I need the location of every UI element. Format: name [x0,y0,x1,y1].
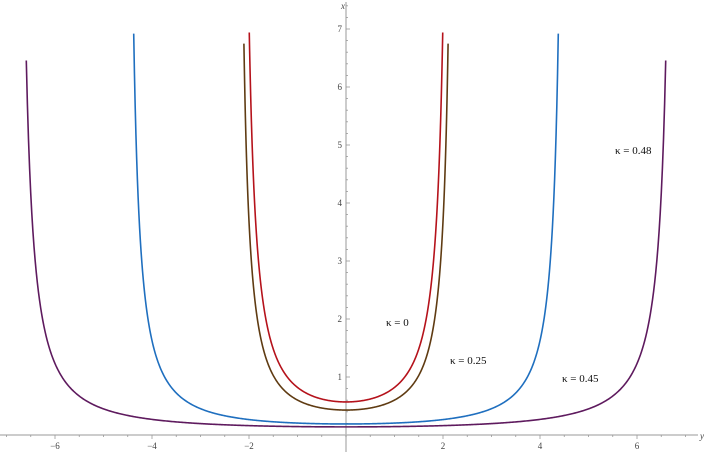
series-label-kappa-0: κ = 0 [386,317,409,329]
x-tick-label: 2 [441,441,446,451]
x-tick-label: −6 [50,441,60,451]
x-tick-label: −2 [244,441,254,451]
series-curve-0 [248,32,444,403]
series-curve-1 [243,43,449,411]
series-curve-3 [25,60,667,428]
x-tick-label: 4 [538,441,543,451]
curves [25,32,667,428]
y-tick-label: 4 [338,198,343,208]
x-tick-label: −4 [147,441,157,451]
y-axis-label: x [340,1,345,11]
series-label-kappa-0.25: κ = 0.25 [450,355,487,367]
series-label-kappa-0.45: κ = 0.45 [562,373,599,385]
x-tick-label: 6 [635,441,640,451]
y-tick-label: 2 [338,314,343,324]
x-axis-label: y [699,431,704,441]
series-curve-2 [132,33,560,425]
y-tick-label: 6 [338,82,343,92]
y-tick-label: 7 [338,24,343,34]
y-tick-label: 1 [338,372,343,382]
series-label-kappa-0.48: κ = 0.48 [615,145,652,157]
y-tick-label: 3 [338,256,343,266]
y-tick-label: 5 [338,140,343,150]
